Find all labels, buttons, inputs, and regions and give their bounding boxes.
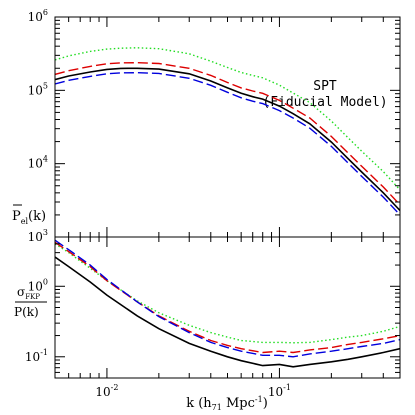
bottom-panel-series-0 xyxy=(55,243,400,344)
svg-text:σFKP: σFKP xyxy=(17,285,40,301)
bottom-ylabel-denom: P(k) xyxy=(14,305,39,319)
top-panel: 103 104 105 106 xyxy=(28,8,401,244)
bottom-panel-y-tick-label: 100 xyxy=(28,277,48,293)
top-panel-series-2 xyxy=(55,67,400,212)
bottom-ylabel-numer: σ xyxy=(17,285,25,299)
bottom-ylabel-numer-sub: FKP xyxy=(25,293,40,301)
bottom-panel-series-3 xyxy=(55,256,400,368)
bottom-ylabel: σFKP P(k) xyxy=(14,285,47,319)
top-ylabel: Pel(k) xyxy=(12,204,46,226)
bottom-panel-series-1 xyxy=(55,241,400,354)
top-ylabel-main: P xyxy=(12,209,21,224)
annotation-line1: SPT xyxy=(313,79,337,94)
top-ylabel-sub: el xyxy=(21,217,29,226)
bottom-panel-y-tick-label: 10-1 xyxy=(25,348,48,364)
x-tick-label: 10-1 xyxy=(268,383,291,399)
x-axis-label-pre: k (h xyxy=(186,396,212,411)
svg-text:Pel(k): Pel(k) xyxy=(12,209,46,226)
top-panel-frame xyxy=(54,16,401,238)
top-panel-series-3 xyxy=(55,71,400,216)
x-axis-label-mid: Mpc xyxy=(222,396,255,411)
top-panel-y-tick-label: 106 xyxy=(28,8,48,24)
x-tick-label: 10-2 xyxy=(95,383,118,399)
annotation-line2: (Fiducial Model) xyxy=(262,95,387,110)
x-axis-label-sub: 71 xyxy=(212,403,222,412)
top-panel-y-tick-label: 105 xyxy=(28,81,48,97)
bottom-panel-series-2 xyxy=(55,239,400,358)
bottom-panel: 100 10-1 10-2 10-1 xyxy=(25,236,401,399)
top-panel-y-tick-label: 104 xyxy=(28,155,48,171)
top-ylabel-tail: (k) xyxy=(28,209,46,224)
x-axis-label: k (h71 Mpc-1) xyxy=(186,395,268,412)
x-axis-label-post: ) xyxy=(263,396,268,411)
top-panel-y-tick-label: 103 xyxy=(28,228,48,244)
x-axis-label-sup: -1 xyxy=(255,395,263,404)
top-panel-series-1 xyxy=(55,61,400,206)
